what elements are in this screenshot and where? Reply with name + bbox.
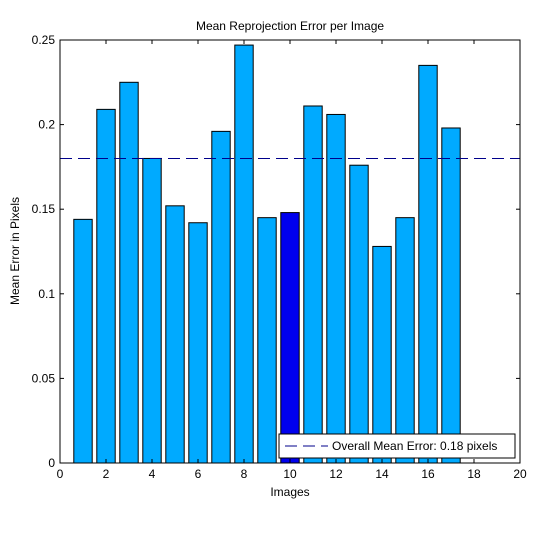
bar-image-7 (211, 130, 231, 464)
y-tick-label: 0.05 (32, 371, 56, 385)
ticks-layer: 0 2 4 6 8 10 12 14 16 18 20 0 0.05 0.1 0.15 0.2 0.25 (32, 33, 527, 481)
legend: Overall Mean Error: 0.18 pixels (278, 433, 516, 459)
bar-image-4 (142, 157, 162, 464)
x-tick-label: 20 (513, 467, 527, 481)
x-tick-label: 14 (375, 467, 389, 481)
legend-box (278, 433, 516, 459)
bar-image-9 (257, 217, 277, 464)
bar-image-15 (395, 217, 415, 464)
x-tick-label: 6 (195, 467, 202, 481)
x-tick-label: 10 (283, 467, 297, 481)
bar-image-6 (188, 222, 208, 464)
y-axis-title: Mean Error in Pixels (8, 197, 22, 305)
x-tick-label: 18 (467, 467, 481, 481)
x-tick-label: 12 (329, 467, 343, 481)
y-tick-label: 0.2 (38, 118, 55, 132)
x-tick-label: 8 (241, 467, 248, 481)
bar-image-1 (73, 218, 93, 464)
x-tick-label: 2 (103, 467, 110, 481)
bar-image-5 (165, 205, 185, 464)
y-tick-label: 0.15 (32, 202, 56, 216)
bar-image-10 (280, 212, 300, 464)
y-tick-label: 0 (48, 456, 55, 470)
y-tick-label: 0.1 (38, 287, 55, 301)
bar-image-13 (349, 164, 369, 464)
bar-image-3 (119, 81, 139, 464)
legend-label: Overall Mean Error: 0.18 pixels (332, 439, 497, 453)
bar-image-16 (418, 64, 438, 464)
bar-image-12 (326, 113, 346, 464)
bar-image-14 (372, 245, 392, 464)
bar-image-11 (303, 105, 323, 464)
bar-image-8 (234, 44, 254, 464)
bar-image-17 (441, 127, 461, 464)
x-tick-label: 4 (149, 467, 156, 481)
bars-layer (73, 44, 461, 464)
y-tick-label: 0.25 (32, 33, 56, 47)
x-tick-label: 0 (57, 467, 64, 481)
x-tick-label: 16 (421, 467, 435, 481)
x-axis-title: Images (270, 485, 309, 499)
bar-image-2 (96, 108, 116, 464)
chart-title: Mean Reprojection Error per Image (196, 19, 384, 33)
